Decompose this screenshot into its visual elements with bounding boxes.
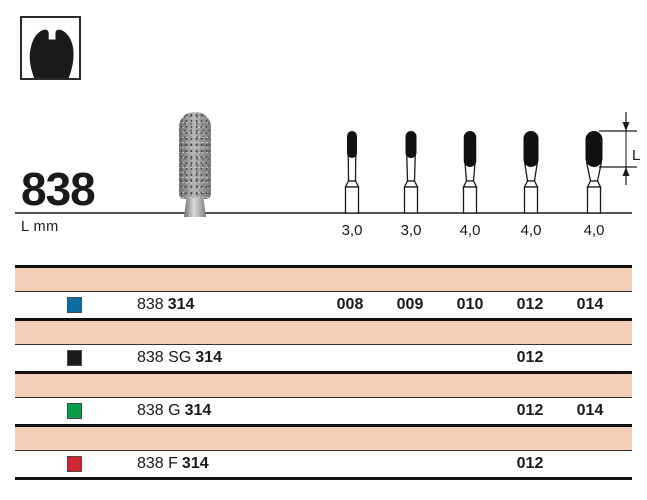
size-value: 014 (576, 296, 604, 313)
table-band (15, 374, 632, 398)
length-unit-label: L mm (21, 219, 59, 235)
bur-size-label: 3,0 (401, 222, 422, 239)
size-value: 012 (516, 402, 544, 419)
molar-tooth-icon (29, 29, 74, 78)
product-table: 838 314 008 009 010 012 014 838 SG 314 012… (15, 265, 632, 480)
product-code: 838 F 314 (137, 455, 320, 473)
table-band (15, 321, 632, 345)
table-divider (15, 371, 632, 374)
product-code-shank: 314 (181, 455, 209, 472)
bur-size-label: 4,0 (584, 222, 605, 239)
bur-diagram: 4,0 (584, 131, 605, 239)
product-code-shank: 314 (195, 349, 222, 366)
product-code-prefix: 838 (137, 296, 164, 313)
table-divider (15, 477, 632, 480)
size-value: 010 (456, 296, 484, 313)
bur-size-label: 4,0 (521, 222, 542, 239)
bur-diagram: 4,0 (521, 131, 542, 239)
size-value: 014 (576, 402, 604, 419)
size-value: 012 (516, 349, 544, 366)
bur-size-label: 3,0 (342, 222, 363, 239)
product-row: 838 314 008 009 010 012 014 (15, 292, 632, 318)
head-length-dimension: L (599, 112, 640, 185)
size-value: 012 (516, 455, 544, 472)
size-value: 009 (396, 296, 424, 313)
bur-diagram: 3,0 (401, 131, 422, 239)
bur-diagrams-svg: 3,0 3,0 4,0 4,0 4,0 L (15, 112, 640, 239)
color-swatch-black (67, 350, 82, 366)
bur-diagram: 4,0 (460, 131, 481, 239)
size-value: 012 (516, 296, 544, 313)
product-code-prefix: 838 F (137, 455, 178, 472)
bur-size-label: 4,0 (460, 222, 481, 239)
product-code: 838 G 314 (137, 402, 320, 420)
size-value: 008 (336, 296, 364, 313)
series-number: 838 (21, 163, 96, 215)
product-code-prefix: 838 SG (137, 349, 192, 366)
bur-photo-diamond-head (179, 112, 211, 199)
tooth-icon-box (20, 16, 81, 80)
product-row: 838 G 314 012 014 (15, 398, 632, 424)
product-code: 838 SG 314 (137, 349, 320, 367)
dimension-letter-label: L (632, 147, 640, 164)
product-code-shank: 314 (184, 402, 212, 419)
color-swatch-red (67, 456, 82, 472)
table-divider (15, 424, 632, 427)
color-swatch-green (67, 403, 82, 419)
bur-product-photo (178, 112, 212, 217)
bur-photo-shank (184, 198, 206, 217)
table-band (15, 427, 632, 451)
table-divider (15, 318, 632, 321)
bur-diagram: 3,0 (342, 131, 363, 239)
product-code-prefix: 838 G (137, 402, 181, 419)
color-swatch-blue (67, 297, 82, 313)
product-row: 838 SG 314 012 (15, 345, 632, 371)
product-code: 838 314 (137, 296, 320, 314)
table-band (15, 268, 632, 292)
product-row: 838 F 314 012 (15, 451, 632, 477)
table-divider (15, 265, 632, 268)
product-code-shank: 314 (167, 296, 195, 313)
